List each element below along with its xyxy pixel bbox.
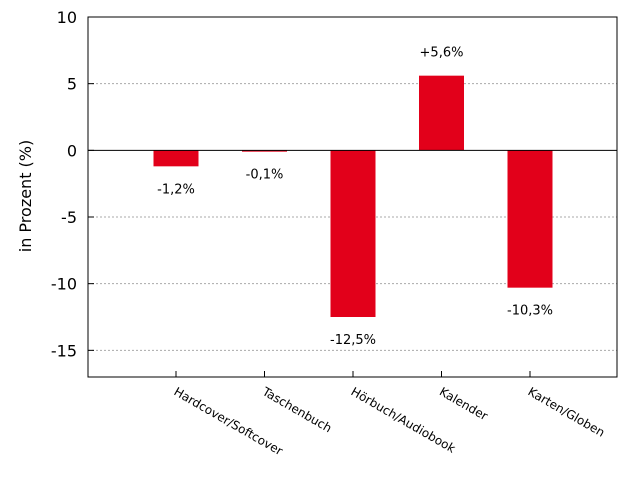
data-label: -0,1% [246, 168, 284, 183]
bar [419, 75, 464, 151]
bar [153, 150, 199, 167]
y-axis-ticks: 10 5 0 -5 -10 -15 [51, 8, 94, 360]
bar [242, 150, 287, 152]
data-label: +5,6% [420, 46, 464, 61]
y-tick-label: -15 [51, 341, 77, 360]
bar [507, 150, 553, 288]
x-tick-label: Taschenbuch [259, 384, 334, 435]
x-tick-label: Kalender [437, 384, 490, 423]
y-axis-label: in Prozent (%) [16, 140, 35, 252]
data-label: -1,2% [157, 182, 195, 197]
y-tick-label: 5 [67, 75, 77, 94]
data-labels: -1,2% -0,1% -12,5% +5,6% -10,3% [157, 46, 553, 348]
y-tick-label: 0 [67, 141, 77, 160]
bar [330, 150, 376, 317]
data-label: -12,5% [330, 333, 376, 348]
y-tick-label: -10 [51, 275, 77, 294]
bars [153, 75, 553, 317]
x-tick-label: Karten/Globen [526, 384, 608, 439]
y-tick-label: -5 [61, 208, 77, 227]
y-tick-label: 10 [57, 8, 77, 27]
data-label: -10,3% [507, 304, 553, 319]
